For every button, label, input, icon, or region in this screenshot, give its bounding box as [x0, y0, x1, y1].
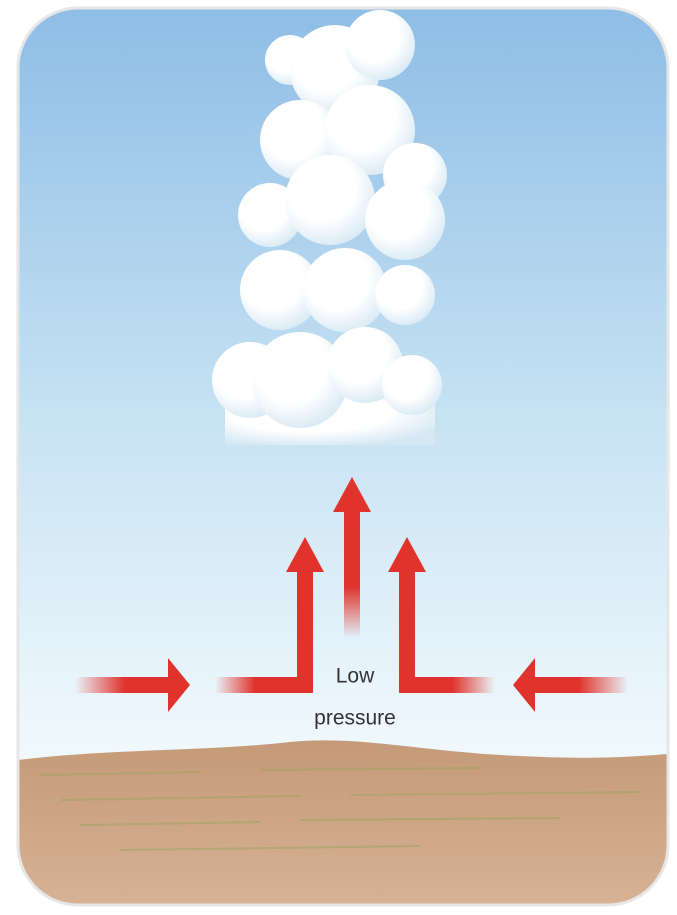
ground [18, 740, 668, 905]
arrow-left-in [75, 677, 175, 693]
arrow-left-rise [215, 677, 295, 693]
label-line: Low [336, 665, 375, 688]
arrowhead [333, 477, 371, 512]
arrows [75, 477, 628, 712]
arrow-right-rise [410, 677, 495, 693]
arrow-right-rise [399, 570, 420, 693]
grass [39, 767, 641, 851]
cloud [212, 10, 447, 445]
frame [16, 6, 670, 907]
arrowhead [168, 658, 190, 712]
arrowhead [513, 658, 535, 712]
arrow-right-in [530, 677, 628, 693]
arrow-left-rise [289, 570, 313, 693]
arrowhead [388, 537, 426, 572]
arrowhead [286, 537, 324, 572]
label-line: pressure [314, 707, 396, 730]
arrow-center [344, 510, 360, 638]
